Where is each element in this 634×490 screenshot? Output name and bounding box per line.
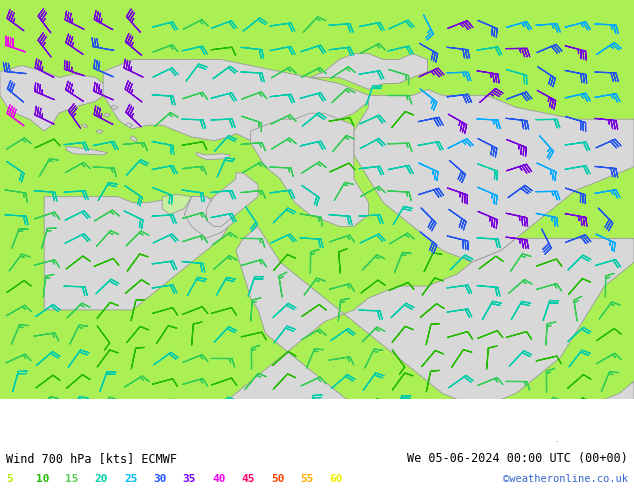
Text: 60: 60 — [330, 474, 343, 484]
Polygon shape — [44, 196, 228, 310]
Text: 45: 45 — [242, 474, 255, 484]
Polygon shape — [184, 196, 236, 238]
Polygon shape — [162, 194, 191, 215]
Text: 15: 15 — [65, 474, 79, 484]
Text: 30: 30 — [153, 474, 167, 484]
Text: We 05-06-2024 00:00 UTC (00+00): We 05-06-2024 00:00 UTC (00+00) — [407, 452, 628, 465]
Text: 20: 20 — [94, 474, 108, 484]
Bar — [0, 399, 634, 441]
Text: 55: 55 — [301, 474, 314, 484]
Text: 25: 25 — [124, 474, 138, 484]
Polygon shape — [67, 147, 108, 155]
Polygon shape — [196, 152, 230, 160]
Polygon shape — [126, 123, 133, 127]
Polygon shape — [96, 130, 103, 133]
Polygon shape — [207, 226, 634, 441]
Text: 35: 35 — [183, 474, 196, 484]
Polygon shape — [0, 66, 110, 131]
Text: 10: 10 — [36, 474, 49, 484]
Polygon shape — [81, 124, 89, 127]
Text: Wind 700 hPa [kts] ECMWF: Wind 700 hPa [kts] ECMWF — [6, 452, 178, 465]
Polygon shape — [103, 113, 110, 117]
Polygon shape — [309, 53, 427, 89]
Polygon shape — [130, 136, 137, 142]
Text: ©weatheronline.co.uk: ©weatheronline.co.uk — [503, 474, 628, 484]
Polygon shape — [103, 60, 368, 141]
Polygon shape — [207, 173, 258, 226]
Text: 40: 40 — [212, 474, 226, 484]
Text: 5: 5 — [6, 474, 13, 484]
Polygon shape — [250, 113, 368, 226]
Polygon shape — [354, 89, 634, 262]
Text: 50: 50 — [271, 474, 285, 484]
Polygon shape — [110, 105, 118, 110]
